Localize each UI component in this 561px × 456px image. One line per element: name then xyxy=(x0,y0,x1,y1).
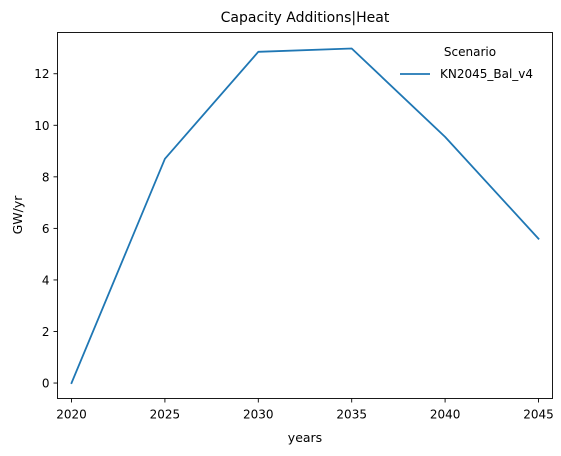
y-tick-label: 0 xyxy=(42,377,50,391)
y-tick-label: 8 xyxy=(42,170,50,184)
y-tick-label: 4 xyxy=(42,273,50,287)
y-tick-label: 10 xyxy=(34,119,49,133)
x-axis-label: years xyxy=(288,430,322,445)
y-tick-label: 2 xyxy=(42,325,50,339)
x-tick-label: 2020 xyxy=(56,408,87,422)
legend-title: Scenario xyxy=(444,45,496,59)
x-tick-label: 2025 xyxy=(150,408,181,422)
y-tick-label: 6 xyxy=(42,222,50,236)
x-tick-label: 2040 xyxy=(430,408,461,422)
series-line xyxy=(72,48,539,383)
plot-area xyxy=(58,33,553,399)
series-layer xyxy=(72,48,539,383)
legend: Scenario KN2045_Bal_v4 xyxy=(400,45,533,81)
chart-title: Capacity Additions|Heat xyxy=(221,10,390,26)
legend-label: KN2045_Bal_v4 xyxy=(440,67,533,81)
y-axis: 0 2 4 6 8 10 12 xyxy=(34,67,57,390)
y-tick-label: 12 xyxy=(34,67,49,81)
y-axis-label: GW/yr xyxy=(10,195,25,235)
x-tick-label: 2030 xyxy=(243,408,274,422)
x-axis: 2020 2025 2030 2035 2040 2045 xyxy=(56,399,554,422)
x-tick-label: 2035 xyxy=(336,408,367,422)
x-tick-label: 2045 xyxy=(523,408,554,422)
